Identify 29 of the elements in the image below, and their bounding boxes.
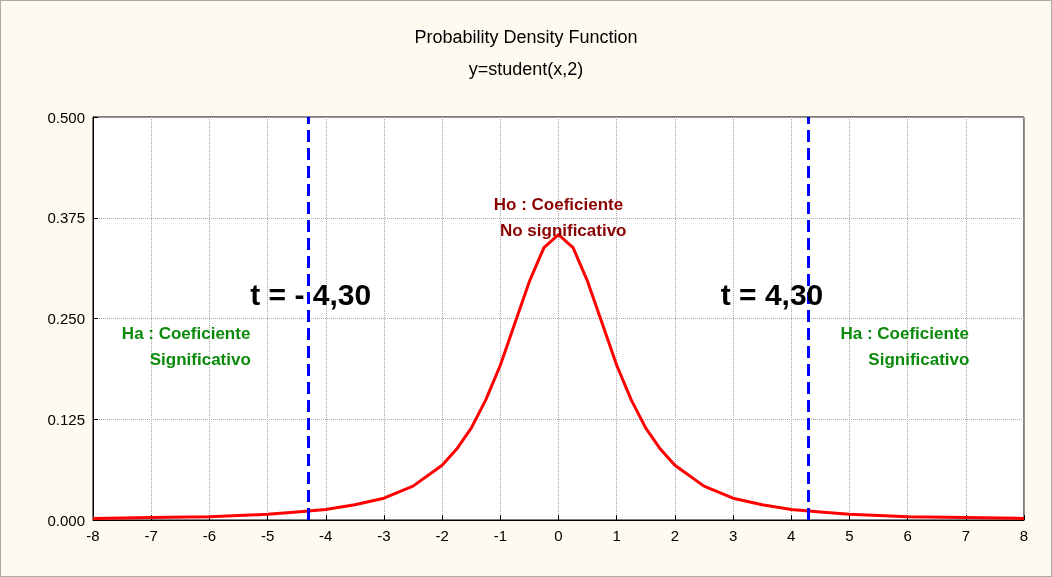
- x-tick-label: -2: [435, 527, 449, 544]
- x-tick-label: 7: [961, 527, 970, 544]
- annotation: Ho : Coeficiente No significativo: [490, 195, 627, 241]
- x-tick-label: 1: [612, 527, 621, 544]
- x-tick-label: 0: [554, 527, 563, 544]
- x-tick-label: 4: [787, 527, 796, 544]
- y-tick-label: 0.250: [47, 310, 85, 327]
- y-tick-label: 0.500: [47, 108, 85, 126]
- x-tick-label: 8: [1019, 527, 1029, 544]
- chart-subtitle: y=student(x,2): [468, 59, 584, 79]
- chart-title: Probability Density Function: [414, 27, 638, 47]
- x-tick-label: -1: [493, 527, 507, 544]
- y-tick-label: 0.125: [47, 410, 85, 428]
- ref-line-label: t = - 4,30: [250, 277, 372, 311]
- annotation: Ha : Coeficiente Significativo: [121, 324, 251, 370]
- x-tick-label: -6: [202, 527, 217, 544]
- x-tick-label: -5: [260, 527, 275, 544]
- x-tick-label: -8: [86, 527, 100, 544]
- x-tick-label: -7: [144, 527, 158, 544]
- x-tick-label: 2: [670, 527, 680, 544]
- x-tick-label: 6: [903, 527, 912, 544]
- y-tick-label: 0.000: [47, 511, 85, 529]
- y-tick-label: 0.375: [47, 209, 85, 227]
- x-tick-label: -3: [377, 527, 391, 544]
- ref-line-label: t = 4,30: [720, 277, 824, 311]
- annotation: Ha : Coeficiente Significativo: [840, 324, 970, 370]
- x-tick-label: -4: [319, 527, 333, 544]
- x-tick-label: 5: [845, 527, 854, 544]
- x-tick-label: 3: [728, 527, 738, 544]
